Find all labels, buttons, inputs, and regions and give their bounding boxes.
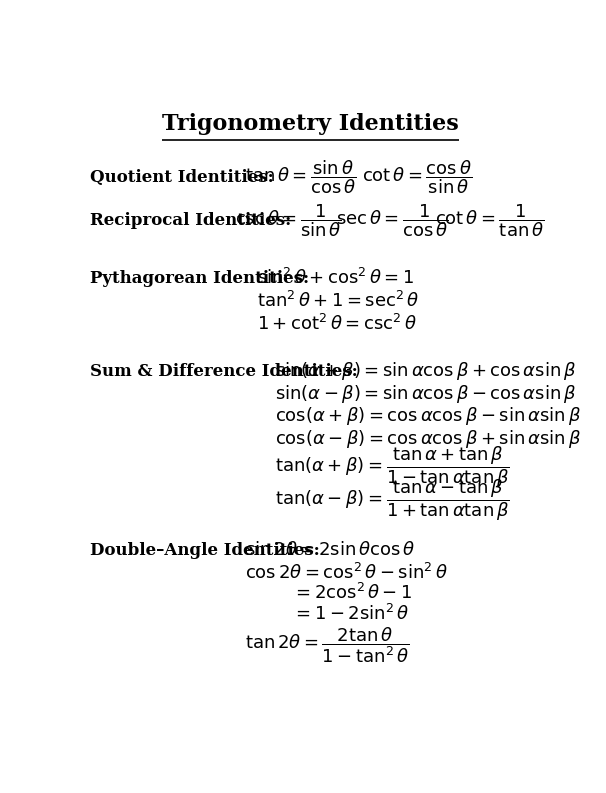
Text: $\cos(\alpha+\beta) = \cos\alpha\cos\beta - \sin\alpha\sin\beta$: $\cos(\alpha+\beta) = \cos\alpha\cos\bet…	[275, 405, 581, 427]
Text: $\tan(\alpha+\beta) = \dfrac{\tan\alpha+\tan\beta}{1-\tan\alpha\tan\beta}$: $\tan(\alpha+\beta) = \dfrac{\tan\alpha+…	[275, 445, 510, 490]
Text: $1 + \cot^2\theta = \csc^2\theta$: $1 + \cot^2\theta = \csc^2\theta$	[256, 313, 416, 334]
Text: Quotient Identities:: Quotient Identities:	[90, 169, 273, 186]
Text: $= 2\cos^2\theta - 1$: $= 2\cos^2\theta - 1$	[292, 584, 412, 603]
Text: $\tan\theta = \dfrac{\sin\theta}{\cos\theta}$: $\tan\theta = \dfrac{\sin\theta}{\cos\th…	[245, 159, 356, 197]
Text: $\tan 2\theta = \dfrac{2\tan\theta}{1-\tan^2\theta}$: $\tan 2\theta = \dfrac{2\tan\theta}{1-\t…	[245, 625, 410, 665]
Text: $\tan^2\theta + 1 = \sec^2\theta$: $\tan^2\theta + 1 = \sec^2\theta$	[256, 291, 419, 311]
Text: Pythagorean Identities:: Pythagorean Identities:	[90, 270, 309, 287]
Text: $\cot\theta = \dfrac{\cos\theta}{\sin\theta}$: $\cot\theta = \dfrac{\cos\theta}{\sin\th…	[362, 159, 473, 197]
Text: $\cos(\alpha-\beta) = \cos\alpha\cos\beta + \sin\alpha\sin\beta$: $\cos(\alpha-\beta) = \cos\alpha\cos\bet…	[275, 428, 581, 450]
Text: $= 1 - 2\sin^2\theta$: $= 1 - 2\sin^2\theta$	[292, 604, 409, 624]
Text: $\sec\theta = \dfrac{1}{\cos\theta}$: $\sec\theta = \dfrac{1}{\cos\theta}$	[336, 202, 449, 239]
Text: Reciprocal Identities:: Reciprocal Identities:	[90, 212, 291, 229]
Text: $\sin^2\theta + \cos^2\theta = 1$: $\sin^2\theta + \cos^2\theta = 1$	[256, 268, 414, 289]
Text: Double–Angle Identities:: Double–Angle Identities:	[90, 542, 319, 558]
Text: $\csc\theta = \dfrac{1}{\sin\theta}$: $\csc\theta = \dfrac{1}{\sin\theta}$	[235, 202, 342, 239]
Text: Trigonometry Identities: Trigonometry Identities	[162, 113, 459, 136]
Text: Sum & Difference Identities:: Sum & Difference Identities:	[90, 362, 358, 380]
Text: $\cot\theta = \dfrac{1}{\tan\theta}$: $\cot\theta = \dfrac{1}{\tan\theta}$	[435, 202, 544, 239]
Text: $\cos 2\theta = \cos^2\theta - \sin^2\theta$: $\cos 2\theta = \cos^2\theta - \sin^2\th…	[245, 562, 448, 583]
Text: $\sin(\alpha-\beta) = \sin\alpha\cos\beta - \cos\alpha\sin\beta$: $\sin(\alpha-\beta) = \sin\alpha\cos\bet…	[275, 383, 577, 404]
Text: $\tan(\alpha-\beta) = \dfrac{\tan\alpha-\tan\beta}{1+\tan\alpha\tan\beta}$: $\tan(\alpha-\beta) = \dfrac{\tan\alpha-…	[275, 477, 510, 523]
Text: $\sin(\alpha+\beta) = \sin\alpha\cos\beta + \cos\alpha\sin\beta$: $\sin(\alpha+\beta) = \sin\alpha\cos\bet…	[275, 360, 577, 382]
Text: $\sin 2\theta = 2\sin\theta\cos\theta$: $\sin 2\theta = 2\sin\theta\cos\theta$	[245, 541, 415, 559]
